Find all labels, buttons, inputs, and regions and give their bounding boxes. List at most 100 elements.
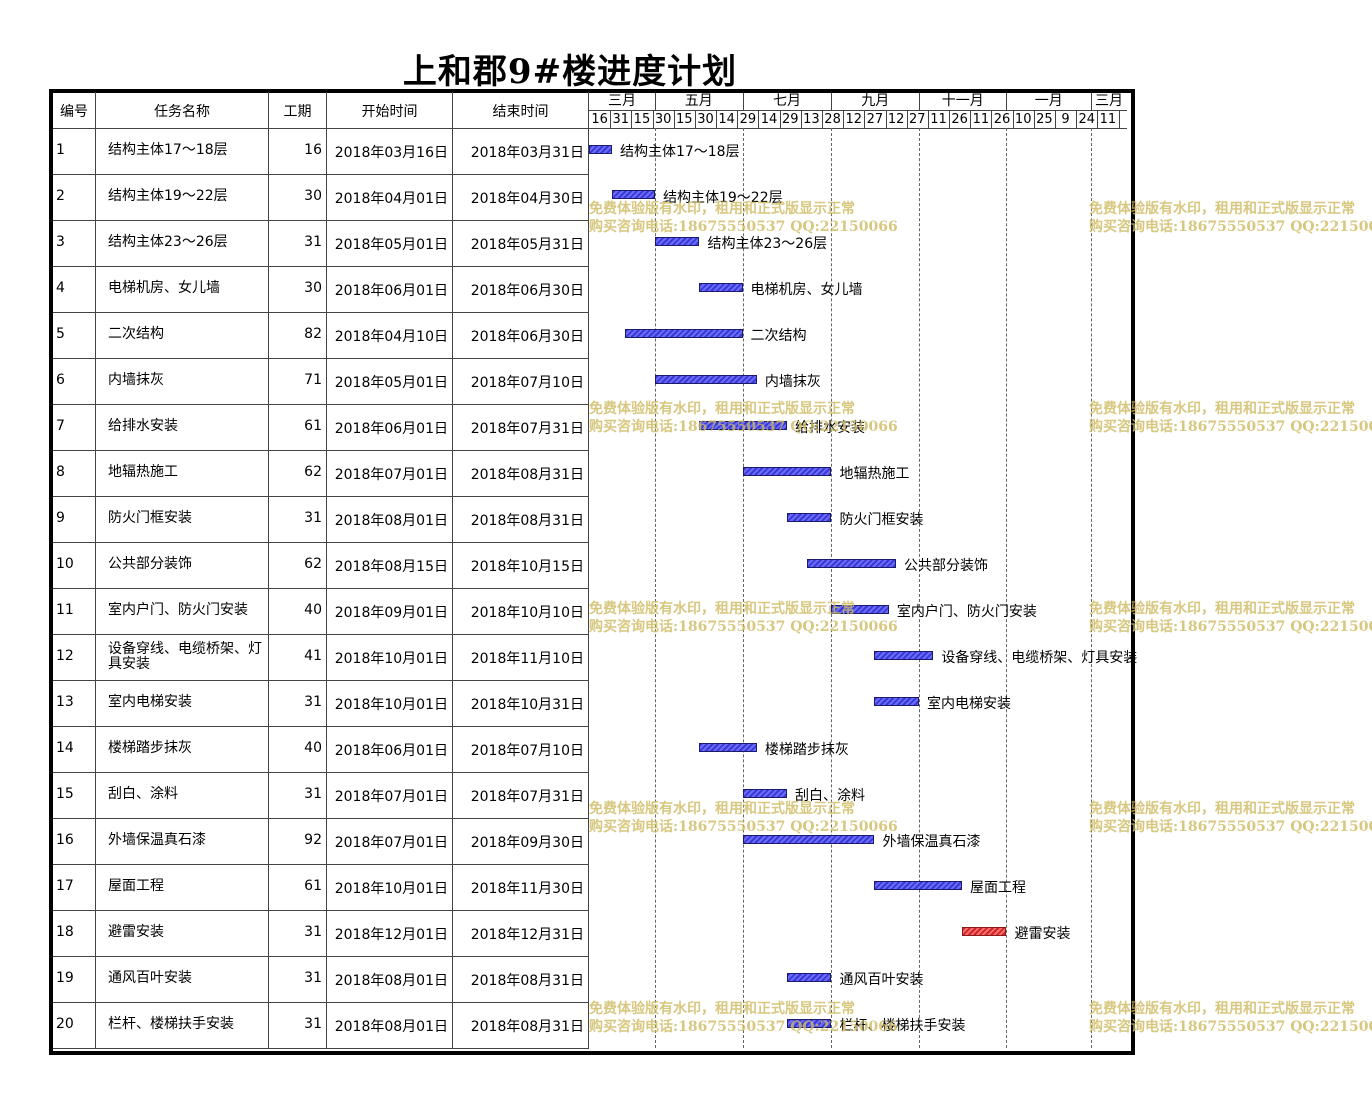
- task-duration: 40: [304, 740, 322, 756]
- task-start: 2018年08月01日: [334, 1019, 448, 1035]
- task-name: 电梯机房、女儿墙: [108, 280, 220, 296]
- task-bar-label: 外墙保温真石漆: [882, 834, 981, 850]
- day-tick-label: 28: [824, 112, 841, 127]
- row-divider: [53, 910, 589, 911]
- watermark-line1: 免费体验版有水印，租用和正式版显示正常: [589, 201, 855, 217]
- task-id: 17: [56, 878, 74, 894]
- task-id: 7: [56, 418, 65, 434]
- timescale-divider: [589, 110, 1127, 111]
- task-bar: [807, 559, 896, 568]
- task-name: 给排水安装: [108, 418, 178, 434]
- day-tick-label: 15: [676, 112, 693, 127]
- task-bar-label: 内墙抹灰: [764, 374, 821, 390]
- task-bar-label: 结构主体17～18层: [619, 144, 740, 160]
- month-label: 五月: [684, 93, 713, 109]
- task-bar: [874, 881, 962, 890]
- task-name: 结构主体17～18层: [108, 142, 228, 158]
- row-divider: [53, 496, 589, 497]
- task-start: 2018年12月01日: [334, 927, 448, 943]
- row-divider: [53, 220, 589, 221]
- day-tick-label: 24: [1078, 112, 1096, 127]
- task-bar: [962, 927, 1007, 936]
- task-bar-label: 室内户门、防火门安装: [896, 604, 1037, 620]
- row-divider: [53, 772, 589, 773]
- month-label: 一月: [1034, 93, 1063, 109]
- day-tick-label: 15: [633, 112, 651, 127]
- month-gridline: [1006, 128, 1007, 1048]
- task-bar: [699, 743, 757, 752]
- task-start: 2018年04月10日: [334, 329, 448, 345]
- day-divider: [928, 111, 929, 128]
- watermark-line1: 免费体验版有水印，租用和正式版显示正常: [589, 1001, 855, 1017]
- month-label: 三月: [1095, 93, 1124, 109]
- month-label: 十一月: [941, 93, 984, 109]
- watermark-line1: 免费体验版有水印，租用和正式版显示正常: [1089, 401, 1355, 417]
- day-tick-label: 14: [760, 112, 778, 127]
- day-divider: [780, 111, 781, 128]
- task-name: 楼梯踏步抹灰: [108, 740, 192, 756]
- day-tick-label: 14: [718, 112, 735, 127]
- watermark-line1: 免费体验版有水印，租用和正式版显示正常: [589, 401, 855, 417]
- watermark: 免费体验版有水印，租用和正式版显示正常 购买咨询电话:18675550537 QQ…: [589, 200, 898, 236]
- task-end: 2018年11月30日: [470, 881, 584, 897]
- task-duration: 31: [304, 786, 322, 802]
- task-end: 2018年07月31日: [470, 421, 584, 437]
- task-end: 2018年07月31日: [470, 789, 584, 805]
- task-start: 2018年10月01日: [334, 881, 448, 897]
- task-bar-label: 栏杆、楼梯扶手安装: [839, 1018, 966, 1034]
- month-divider: [1006, 93, 1007, 111]
- month-divider: [743, 93, 744, 111]
- month-divider: [1091, 93, 1092, 111]
- watermark-line2: 购买咨询电话:18675550537 QQ:22150066: [1089, 1019, 1372, 1035]
- task-duration: 41: [304, 648, 322, 664]
- task-id: 8: [56, 464, 65, 480]
- task-name: 屋面工程: [108, 878, 164, 894]
- day-tick-label: 31: [612, 112, 630, 127]
- watermark-line2: 购买咨询电话:18675550537 QQ:22150066: [1089, 419, 1372, 435]
- task-bar: [624, 329, 743, 338]
- gantt-frame: [49, 89, 1135, 1055]
- task-name: 内墙抹灰: [108, 372, 164, 388]
- watermark-line1: 免费体验版有水印，租用和正式版显示正常: [1089, 801, 1355, 817]
- month-gridline: [1091, 128, 1092, 1048]
- task-end: 2018年10月10日: [470, 605, 584, 621]
- month-divider: [655, 93, 656, 111]
- column-divider: [452, 92, 453, 1048]
- day-tick-label: 9: [1061, 112, 1070, 127]
- task-bar-label: 通风百叶安装: [839, 972, 924, 988]
- task-bar: [742, 835, 875, 844]
- task-end: 2018年08月31日: [470, 513, 584, 529]
- watermark-line1: 免费体验版有水印，租用和正式版显示正常: [589, 601, 855, 617]
- task-bar-label: 二次结构: [750, 328, 807, 344]
- day-divider: [758, 111, 759, 128]
- day-divider: [970, 111, 971, 128]
- task-duration: 62: [304, 556, 322, 572]
- column-divider: [268, 92, 269, 1048]
- task-id: 4: [56, 280, 65, 296]
- watermark: 免费体验版有水印，租用和正式版显示正常 购买咨询电话:18675550537 QQ…: [1089, 1000, 1372, 1036]
- row-divider: [53, 726, 589, 727]
- task-end: 2018年08月31日: [470, 1019, 584, 1035]
- task-bar-label: 楼梯踏步抹灰: [764, 742, 849, 758]
- task-bar-label: 防火门框安装: [839, 512, 924, 528]
- task-name: 防火门框安装: [108, 510, 192, 526]
- task-bar-label: 地辐热施工: [839, 466, 910, 482]
- task-bar-label: 刮白、涂料: [794, 788, 865, 804]
- watermark-line1: 免费体验版有水印，租用和正式版显示正常: [589, 801, 855, 817]
- task-start: 2018年06月01日: [334, 283, 448, 299]
- month-gridline: [743, 128, 744, 1048]
- task-id: 18: [56, 924, 74, 940]
- day-tick-label: 30: [654, 112, 672, 127]
- task-duration: 31: [304, 510, 322, 526]
- month-gridline: [655, 128, 656, 1048]
- watermark: 免费体验版有水印，租用和正式版显示正常购买咨询电话:18675550537 QQ…: [1089, 400, 1372, 436]
- task-id: 11: [56, 602, 74, 618]
- day-divider: [737, 111, 738, 128]
- task-end: 2018年07月10日: [470, 375, 584, 391]
- row-divider: [53, 588, 589, 589]
- task-id: 3: [56, 234, 65, 250]
- task-end: 2018年03月31日: [470, 145, 584, 161]
- task-start: 2018年09月01日: [334, 605, 448, 621]
- task-duration: 30: [304, 280, 322, 296]
- chart-title: 上和郡9#楼进度计划: [402, 52, 738, 92]
